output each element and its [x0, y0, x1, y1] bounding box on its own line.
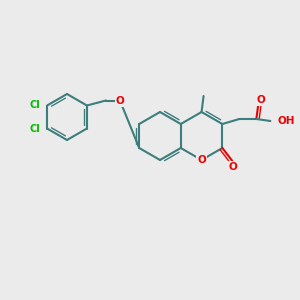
Text: OH: OH — [278, 116, 295, 126]
Text: O: O — [229, 162, 238, 172]
Text: Cl: Cl — [30, 124, 40, 134]
Text: O: O — [257, 95, 266, 105]
Text: O: O — [116, 95, 124, 106]
Text: Cl: Cl — [30, 100, 40, 110]
Text: O: O — [197, 155, 206, 165]
